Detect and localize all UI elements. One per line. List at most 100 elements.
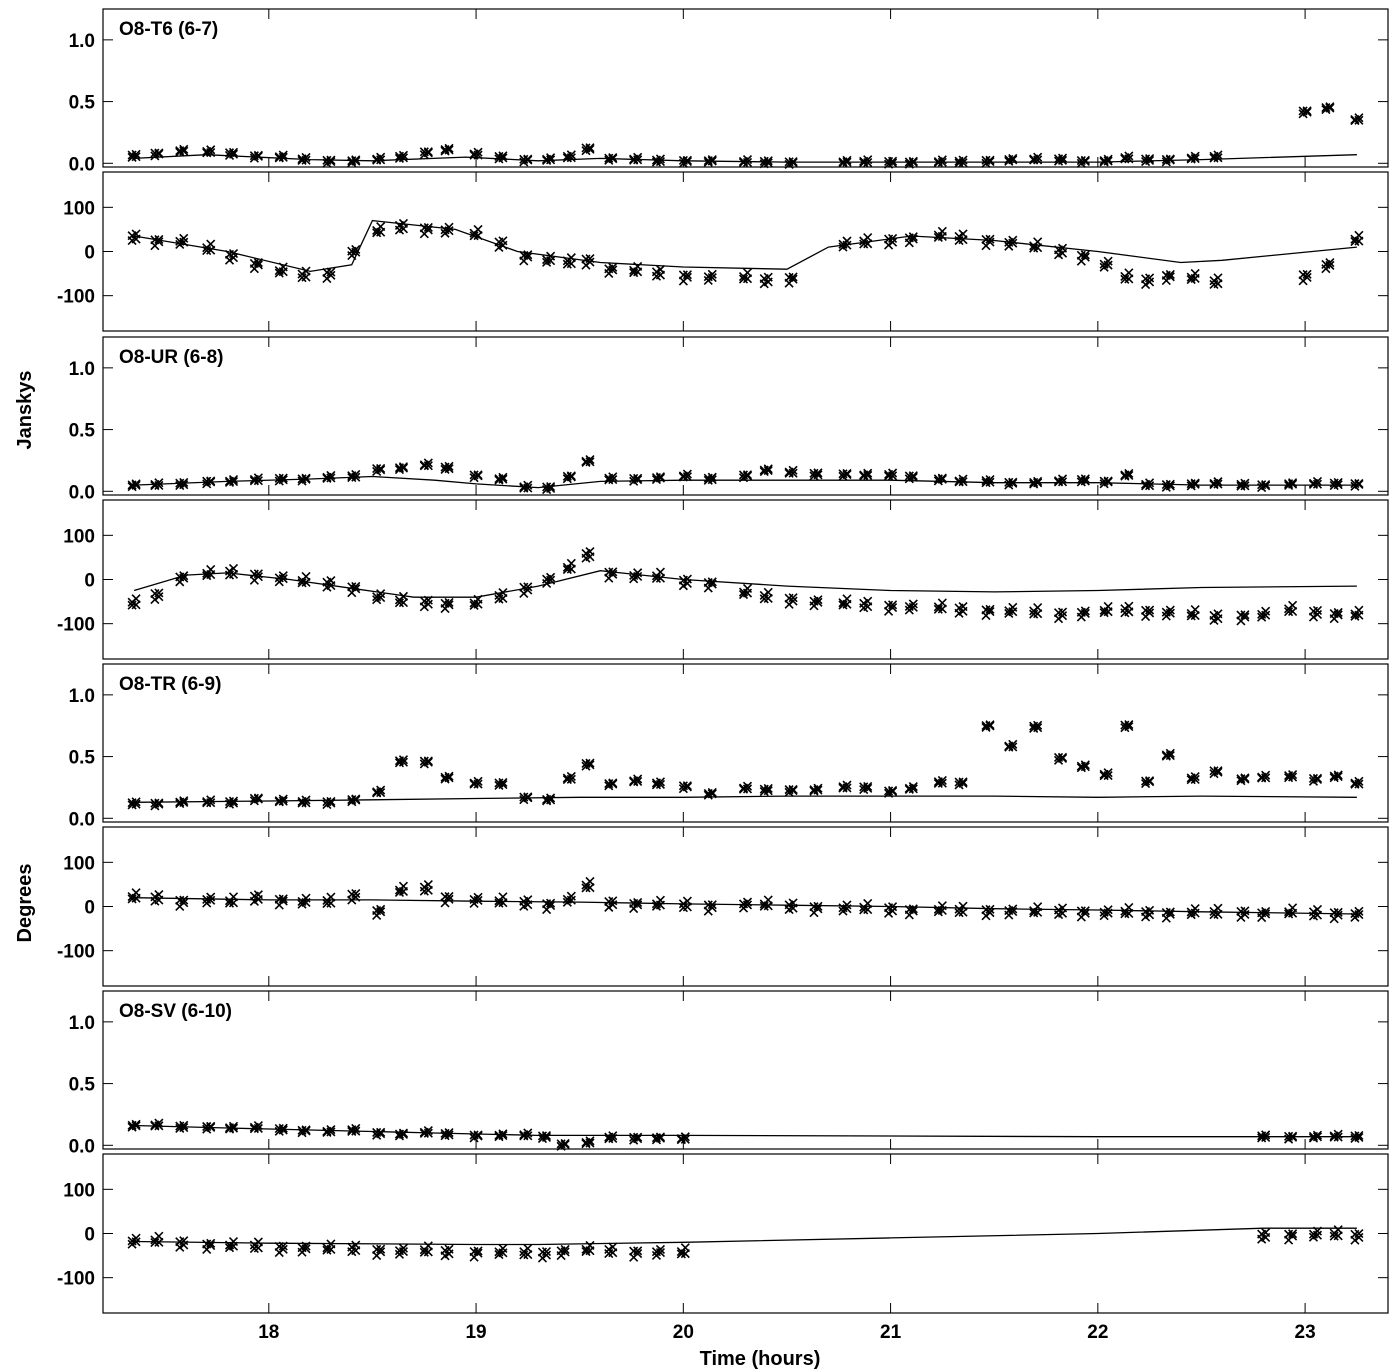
amplitude-point [954, 777, 964, 787]
amplitude-point [1288, 769, 1298, 780]
phase-point [473, 892, 483, 902]
phase-point [958, 901, 968, 911]
x-axis-title: Time (hours) [700, 1348, 821, 1370]
amplitude-point [763, 156, 773, 166]
phase-point [376, 221, 386, 232]
phase-point [206, 892, 216, 902]
amplitude-point [566, 471, 576, 481]
phase-point [566, 558, 576, 568]
phase-point [1240, 906, 1250, 916]
amplitude-point [742, 470, 753, 480]
phase-point [1333, 1225, 1343, 1235]
phase-point [842, 594, 852, 604]
phase-point [633, 897, 643, 907]
phase-point [131, 1233, 141, 1243]
amplitude-point [863, 468, 873, 478]
baseline-panel: 0.0 0.5 1.0 -100 0 100 O8-UR (6-8) [57, 336, 1389, 660]
phase-point [1333, 907, 1343, 917]
phase-point [1213, 903, 1223, 913]
phase-point [1288, 1229, 1298, 1239]
phase-point [351, 888, 361, 899]
amplitude-point [985, 720, 995, 730]
amplitude-point [179, 1120, 189, 1130]
amplitude-point [423, 147, 433, 157]
amplitude-model-line [134, 154, 1357, 163]
phase-point [1261, 606, 1271, 616]
phase-model-line [134, 897, 1357, 915]
phase-point [838, 903, 848, 913]
amplitude-point [444, 1127, 454, 1138]
phase-point [1213, 273, 1223, 283]
phase-model-line [134, 1227, 1357, 1246]
phase-point [202, 898, 212, 908]
amplitude-point [498, 777, 508, 787]
panel-title: O8-UR (6-8) [119, 347, 224, 368]
amplitude-point [131, 149, 141, 159]
amplitude-point [908, 156, 918, 166]
phase-point [703, 275, 713, 285]
amplitude-point [908, 781, 918, 792]
phase-point [253, 890, 263, 900]
phase-point [655, 895, 666, 905]
amplitude-point [206, 795, 216, 805]
phase-point [985, 904, 995, 914]
amplitude-point [888, 468, 898, 478]
x-tick-label: 22 [1087, 1322, 1108, 1343]
amplitude-tick-label: 0.5 [69, 1075, 96, 1096]
amplitude-point [1103, 768, 1113, 778]
amplitude-point [842, 468, 852, 479]
y-axis-title-amplitude: Janskys [14, 371, 36, 450]
phase-point [682, 270, 692, 280]
phase-point [863, 233, 873, 243]
amplitude-point [655, 472, 666, 482]
phase-point [788, 593, 798, 603]
amplitude-point [372, 464, 382, 474]
amplitude-point [326, 796, 336, 807]
phase-point [1080, 606, 1090, 616]
phase-model-line [133, 570, 1357, 598]
phase-point [301, 571, 311, 582]
phase-point [179, 1236, 189, 1246]
phase-series [127, 218, 1364, 290]
phase-point [985, 237, 995, 247]
amplitude-point [1190, 478, 1200, 488]
phase-point [127, 1236, 137, 1246]
amplitude-point [985, 155, 995, 165]
phase-point [444, 894, 454, 904]
phase-tick-label: 0 [84, 1225, 95, 1246]
phase-point [541, 1246, 552, 1257]
phase-point [131, 594, 141, 604]
amplitude-point [763, 783, 773, 793]
phase-point [585, 546, 595, 557]
phase-point [888, 600, 898, 610]
phase-tick-label: 0 [84, 898, 95, 919]
amplitude-point [1008, 739, 1018, 749]
amplitude-point [1080, 760, 1090, 770]
phase-point [1333, 607, 1343, 618]
amplitude-point [228, 147, 239, 157]
x-axis: 18 19 20 21 22 23 [258, 1322, 1315, 1343]
phase-point [1033, 603, 1043, 613]
amplitude-point [423, 756, 433, 766]
phase-point [440, 228, 450, 238]
phase-point [1333, 910, 1343, 920]
phase-tick-label: 0 [84, 243, 95, 264]
amplitude-point [523, 792, 533, 802]
amplitude-point [863, 781, 873, 792]
amplitude-point [206, 145, 216, 155]
phase-point [1080, 250, 1090, 260]
amplitude-point [1354, 113, 1364, 123]
amplitude-point [398, 150, 409, 160]
phase-point [985, 604, 995, 614]
amplitude-point [1080, 155, 1090, 165]
phase-point [154, 234, 164, 244]
amplitude-point [788, 784, 798, 794]
amplitude-point [937, 473, 947, 483]
phase-point [937, 226, 947, 236]
amplitude-point [813, 783, 823, 793]
phase-point [1103, 601, 1113, 612]
amplitude-point [1190, 151, 1200, 161]
amplitude-point [738, 470, 749, 480]
amplitude-point [398, 462, 409, 472]
phase-point [394, 1249, 405, 1259]
